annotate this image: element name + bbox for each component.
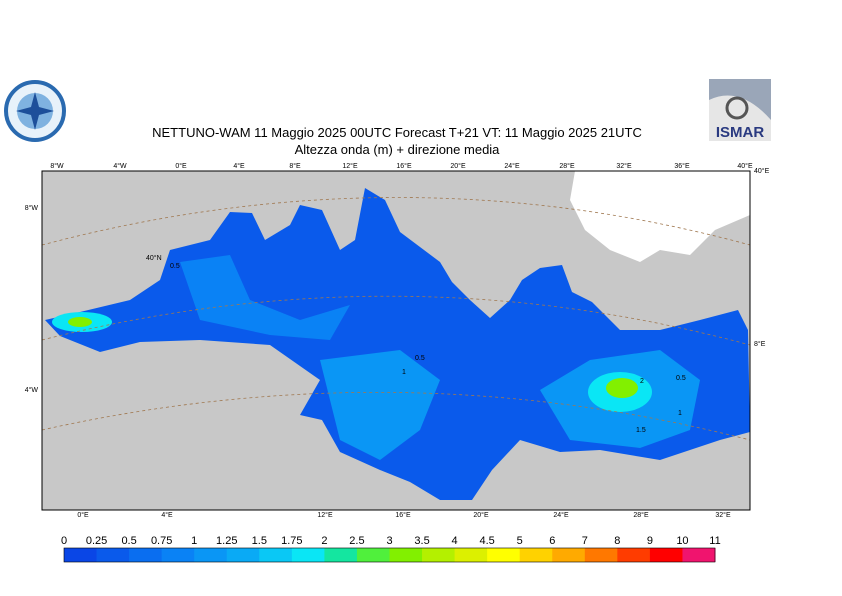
colorbar-label: 0 <box>61 535 67 547</box>
colorbar-label: 11 <box>709 535 720 547</box>
lon-label: 28°E <box>633 511 649 519</box>
lon-label: 20°E <box>473 511 489 519</box>
lon-label: 8°W <box>50 162 64 170</box>
colorbar-swatch <box>129 548 163 562</box>
colorbar-label: 9 <box>647 535 653 547</box>
lon-label: 16°E <box>396 162 412 170</box>
lat-label: 8°W <box>25 204 39 212</box>
colorbar-label: 0.25 <box>86 535 107 547</box>
lon-label: 16°E <box>395 511 411 519</box>
lon-label: 32°E <box>715 511 731 519</box>
lon-label: 28°E <box>559 162 575 170</box>
lat-label: 40°N <box>146 254 162 262</box>
contour-label: 2 <box>640 378 644 385</box>
colorbar-swatch <box>552 548 586 562</box>
colorbar-label: 0.75 <box>151 535 172 547</box>
logo-text: ISMAR <box>716 124 765 141</box>
lat-label: 4°W <box>25 386 39 394</box>
title: NETTUNO-WAM 11 Maggio 2025 00UTC Forecas… <box>152 125 642 140</box>
lon-label: 8°E <box>289 162 301 170</box>
lon-label: 12°E <box>317 511 333 519</box>
contour-label: 0.5 <box>676 375 686 382</box>
colorbar-label: 3 <box>386 535 392 547</box>
lon-label: 4°W <box>113 162 127 170</box>
colorbar-label: 1.75 <box>281 535 302 547</box>
lat-label: 40°E <box>754 167 770 175</box>
colorbar-swatch <box>584 548 618 562</box>
colorbar-swatch <box>682 548 716 562</box>
colorbar-swatch <box>194 548 228 562</box>
colorbar-swatch <box>64 548 98 562</box>
lat-label: 8°E <box>754 340 766 348</box>
colorbar-label: 1.25 <box>216 535 237 547</box>
colorbar-label: 2 <box>321 535 327 547</box>
contour-label: 1.5 <box>636 427 646 434</box>
colorbar-label: 6 <box>549 535 555 547</box>
colorbar-swatch <box>617 548 651 562</box>
lon-label: 24°E <box>553 511 569 519</box>
colorbar-swatch <box>389 548 423 562</box>
lon-label: 4°E <box>161 511 173 519</box>
colorbar-frame <box>63 547 716 563</box>
logo-right: ISMAR <box>709 79 771 141</box>
colorbar-swatch <box>422 548 456 562</box>
colorbar-swatch <box>649 548 683 562</box>
colorbar-swatch <box>487 548 521 562</box>
lon-label: 0°E <box>175 162 187 170</box>
colorbar-label: 7 <box>582 535 588 547</box>
lon-label: 0°E <box>77 511 89 519</box>
lon-label: 32°E <box>616 162 632 170</box>
contour-label: 1 <box>678 410 682 417</box>
lon-label: 24°E <box>504 162 520 170</box>
colorbar-label: 1.5 <box>252 535 267 547</box>
colorbar-label: 0.5 <box>121 535 136 547</box>
subtitle: Altezza onda (m) + direzione media <box>295 142 501 157</box>
colorbar-swatch <box>161 548 195 562</box>
colorbar-swatch <box>226 548 260 562</box>
colorbar-label: 5 <box>517 535 523 547</box>
contour-label: 0.5 <box>415 355 425 362</box>
colorbar-label: 8 <box>614 535 620 547</box>
lon-label: 4°E <box>233 162 245 170</box>
colorbar-label: 10 <box>676 535 688 547</box>
colorbar-label: 4.5 <box>480 535 495 547</box>
colorbar-swatch <box>291 548 325 562</box>
colorbar-label: 2.5 <box>349 535 364 547</box>
colorbar-label: 1 <box>191 535 197 547</box>
colorbar-label: 3.5 <box>414 535 429 547</box>
colorbar-swatch <box>454 548 488 562</box>
colorbar-swatch <box>96 548 130 562</box>
colorbar-swatch <box>356 548 390 562</box>
colorbar-swatch <box>324 548 358 562</box>
colorbar-label: 4 <box>452 535 458 547</box>
contour-label: 1 <box>402 369 406 376</box>
contour-label: 0.5 <box>170 263 180 270</box>
lon-label: 36°E <box>674 162 690 170</box>
logo-left <box>4 80 66 142</box>
lon-label: 12°E <box>342 162 358 170</box>
map <box>41 170 751 511</box>
lon-label: 20°E <box>450 162 466 170</box>
colorbar-swatch <box>259 548 293 562</box>
lon-label: 40°E <box>737 162 753 170</box>
colorbar-swatch <box>519 548 553 562</box>
